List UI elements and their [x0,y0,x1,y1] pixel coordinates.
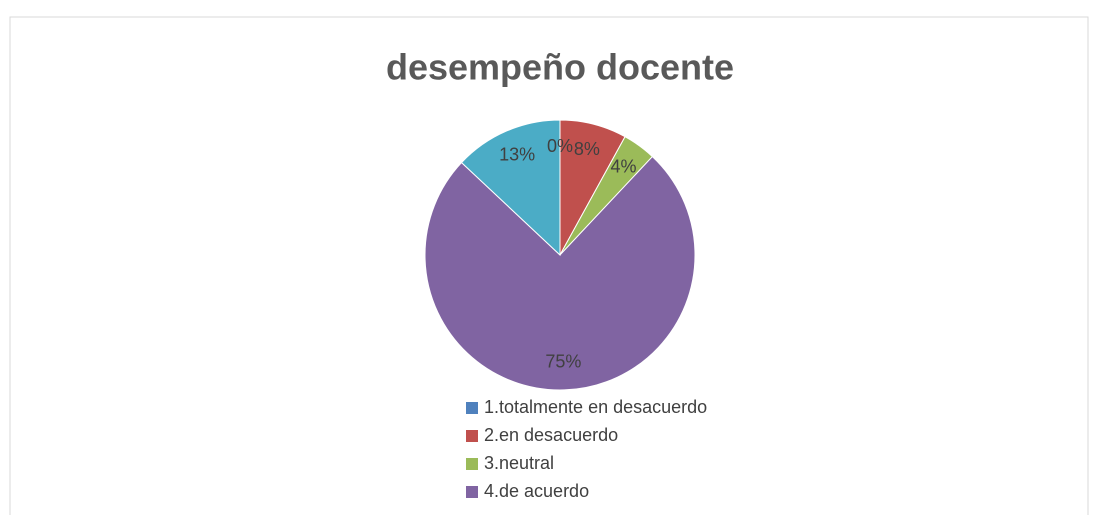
pie-slice [424,155,696,391]
data-label: 75% [545,352,581,372]
pie-slice [460,119,561,257]
data-label: 13% [499,145,535,165]
legend-swatch [466,402,478,414]
legend-label: 4.de acuerdo [484,481,589,501]
data-label: 0% [547,136,573,156]
legend-swatch [466,486,478,498]
legend-swatch [466,458,478,470]
data-label: 4% [610,156,636,176]
legend-label: 3.neutral [484,453,554,473]
legend-label: 2.en desacuerdo [484,425,618,445]
chart-title: desempeño docente [386,47,734,88]
legend-label: 1.totalmente en desacuerdo [484,397,707,417]
data-label: 8% [574,139,600,159]
legend-swatch [466,430,478,442]
